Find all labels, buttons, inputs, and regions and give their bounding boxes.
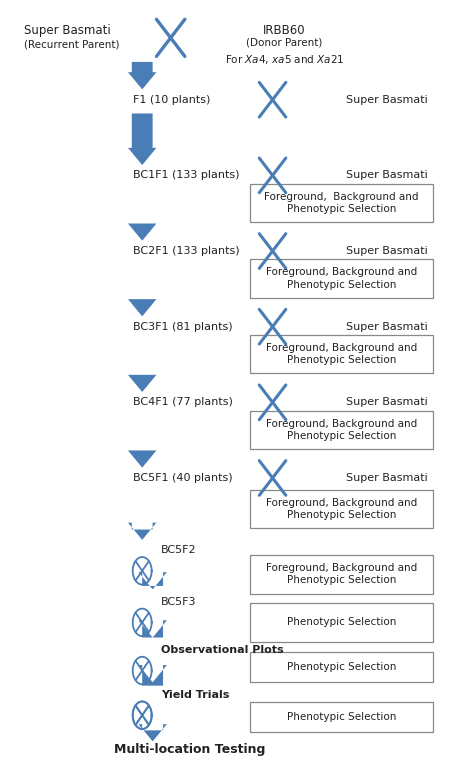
Text: Foreground, Background and
Phenotypic Selection: Foreground, Background and Phenotypic Se… <box>265 419 417 441</box>
Text: Super Basmati: Super Basmati <box>346 397 428 408</box>
Text: Super Basmati: Super Basmati <box>346 473 428 483</box>
Text: F1 (10 plants): F1 (10 plants) <box>133 95 210 105</box>
Text: BC5F3: BC5F3 <box>161 597 197 607</box>
FancyBboxPatch shape <box>250 603 433 641</box>
Text: Yield Trials: Yield Trials <box>161 690 229 699</box>
Text: IRBB60: IRBB60 <box>263 24 306 37</box>
Polygon shape <box>138 665 167 686</box>
Polygon shape <box>128 223 156 241</box>
Text: BC1F1 (133 plants): BC1F1 (133 plants) <box>133 170 239 180</box>
Polygon shape <box>138 620 167 637</box>
FancyBboxPatch shape <box>250 490 433 528</box>
FancyBboxPatch shape <box>250 652 433 682</box>
Text: Super Basmati: Super Basmati <box>24 24 110 37</box>
Text: BC5F1 (40 plants): BC5F1 (40 plants) <box>133 473 232 483</box>
Text: Super Basmati: Super Basmati <box>346 170 428 180</box>
Text: BC3F1 (81 plants): BC3F1 (81 plants) <box>133 321 232 332</box>
Text: Multi-location Testing: Multi-location Testing <box>114 743 265 756</box>
Text: BC4F1 (77 plants): BC4F1 (77 plants) <box>133 397 233 408</box>
Text: BC5F2: BC5F2 <box>161 545 197 555</box>
Text: Phenotypic Selection: Phenotypic Selection <box>287 662 396 672</box>
Polygon shape <box>128 375 156 392</box>
Polygon shape <box>128 62 156 89</box>
Text: (Recurrent Parent): (Recurrent Parent) <box>24 39 119 49</box>
Text: Foreground, Background and
Phenotypic Selection: Foreground, Background and Phenotypic Se… <box>265 498 417 520</box>
Polygon shape <box>128 523 156 540</box>
FancyBboxPatch shape <box>250 411 433 449</box>
Text: Foreground, Background and
Phenotypic Selection: Foreground, Background and Phenotypic Se… <box>265 343 417 365</box>
Text: Super Basmati: Super Basmati <box>346 95 428 105</box>
Polygon shape <box>128 299 156 317</box>
Text: Foreground,  Background and
Phenotypic Selection: Foreground, Background and Phenotypic Se… <box>264 191 419 214</box>
Polygon shape <box>128 114 156 165</box>
Text: Super Basmati: Super Basmati <box>346 246 428 256</box>
Text: Foreground, Background and
Phenotypic Selection: Foreground, Background and Phenotypic Se… <box>265 563 417 586</box>
Text: BC2F1 (133 plants): BC2F1 (133 plants) <box>133 246 239 256</box>
Text: Phenotypic Selection: Phenotypic Selection <box>287 617 396 627</box>
Polygon shape <box>138 724 167 742</box>
Text: (Donor Parent): (Donor Parent) <box>246 38 323 48</box>
FancyBboxPatch shape <box>250 260 433 298</box>
FancyBboxPatch shape <box>250 702 433 732</box>
Polygon shape <box>128 451 156 467</box>
Text: Phenotypic Selection: Phenotypic Selection <box>287 713 396 722</box>
Text: Observational Plots: Observational Plots <box>161 645 284 655</box>
Text: Foreground, Background and
Phenotypic Selection: Foreground, Background and Phenotypic Se… <box>265 267 417 290</box>
Text: For $\mathit{Xa4}$, $\mathit{xa5}$ and $\mathit{Xa21}$: For $\mathit{Xa4}$, $\mathit{xa5}$ and $… <box>225 53 344 66</box>
Polygon shape <box>138 572 167 590</box>
Text: Super Basmati: Super Basmati <box>346 321 428 332</box>
FancyBboxPatch shape <box>250 335 433 373</box>
FancyBboxPatch shape <box>250 555 433 593</box>
FancyBboxPatch shape <box>250 183 433 222</box>
